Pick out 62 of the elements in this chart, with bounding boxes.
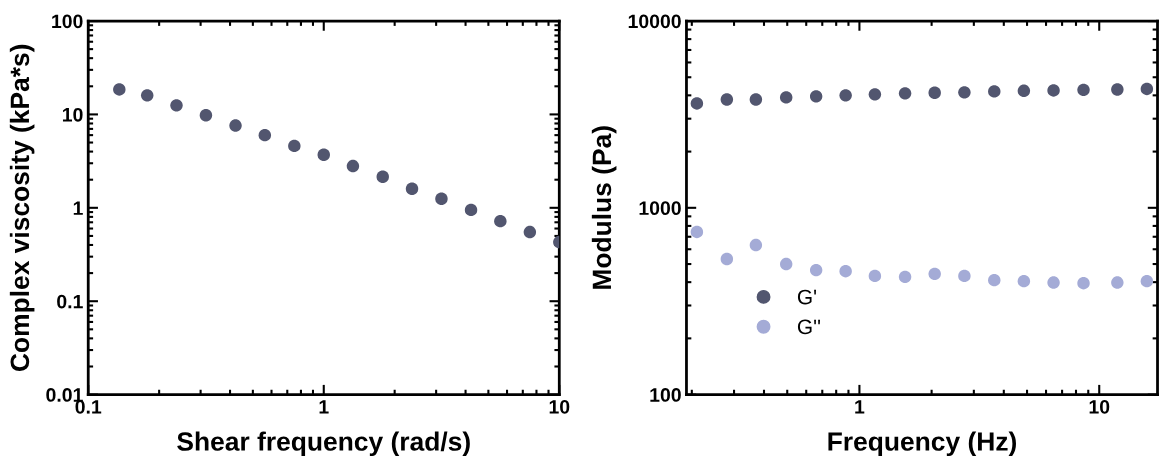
- point: [868, 88, 882, 101]
- point: [958, 269, 971, 283]
- x-tick-label: 10: [1089, 399, 1110, 414]
- y-tick-label: 0.01: [46, 388, 83, 402]
- x-axis-title: Shear frequency (rad/s): [177, 431, 470, 457]
- point: [258, 128, 272, 142]
- point: [898, 270, 912, 284]
- point: [779, 91, 793, 104]
- y-tick-label: 10: [62, 107, 83, 122]
- point: [199, 109, 213, 122]
- point: [690, 97, 704, 110]
- point: [988, 273, 1001, 287]
- x-axis-title: Frequency (Hz): [828, 431, 1016, 457]
- y-tick-label: 0.1: [57, 294, 83, 309]
- y-tick-label: 1: [73, 201, 83, 215]
- point: [1077, 276, 1090, 290]
- point: [868, 269, 882, 283]
- point: [749, 238, 763, 252]
- point: [1047, 84, 1060, 97]
- point: [464, 203, 478, 217]
- legend-label: G'': [797, 319, 820, 335]
- point: [928, 86, 941, 99]
- point: [839, 89, 852, 102]
- point: [405, 182, 419, 195]
- point: [376, 170, 389, 183]
- legend-label: G': [797, 289, 817, 305]
- point: [141, 89, 154, 102]
- y-tick-label: 10000: [628, 14, 681, 29]
- y-axis-title: Complex viscosity (kPa*s): [9, 44, 35, 371]
- point: [170, 99, 183, 112]
- point: [720, 93, 734, 106]
- point: [523, 225, 537, 239]
- point: [690, 225, 704, 239]
- point: [809, 263, 823, 277]
- point: [839, 264, 852, 278]
- y-tick-label: 100: [650, 388, 681, 402]
- x-tick-label: 1: [855, 400, 865, 414]
- point: [435, 192, 448, 205]
- point: [1017, 84, 1031, 98]
- point: [229, 119, 242, 132]
- point: [1077, 83, 1090, 97]
- point: [720, 252, 734, 266]
- point: [317, 148, 330, 161]
- point: [1017, 274, 1031, 288]
- point: [494, 214, 507, 228]
- point: [779, 257, 793, 271]
- point: [1047, 276, 1060, 289]
- y-tick-label: 100: [52, 14, 83, 29]
- y-axis-title: Modulus (Pa): [591, 126, 617, 289]
- point: [346, 159, 360, 173]
- y-tick-label: 1000: [639, 201, 681, 216]
- point: [988, 85, 1001, 98]
- point: [749, 93, 763, 106]
- point: [288, 139, 301, 153]
- point: [898, 87, 912, 100]
- point: [928, 267, 941, 281]
- x-tick-label: 0.1: [75, 399, 102, 414]
- x-tick-label: 10: [549, 399, 570, 414]
- point: [809, 90, 823, 103]
- x-tick-label: 1: [319, 400, 329, 414]
- point: [113, 83, 126, 96]
- point: [958, 86, 971, 99]
